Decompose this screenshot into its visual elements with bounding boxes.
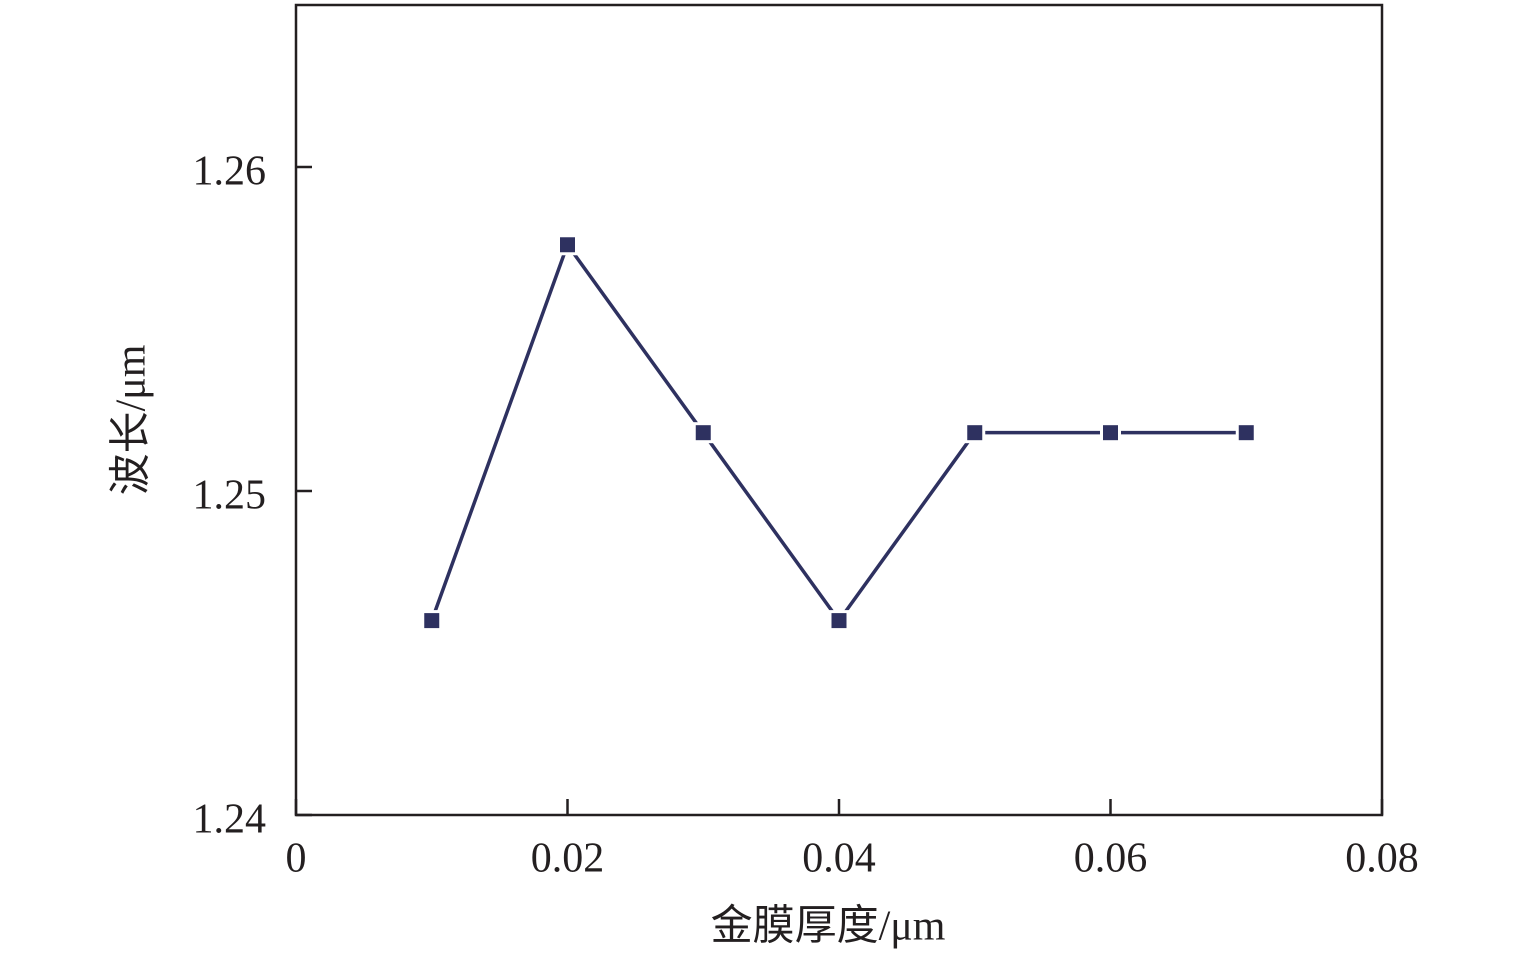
marker	[421, 610, 443, 632]
y-tick-label: 1.26	[193, 149, 267, 195]
x-tick-label: 0	[286, 836, 307, 882]
marker	[828, 610, 850, 632]
x-tick-label: 0.06	[1074, 836, 1148, 882]
plot-frame	[294, 3, 1384, 817]
marker	[1235, 422, 1257, 444]
y-tick-label: 1.25	[193, 473, 267, 519]
series-line	[430, 241, 1247, 624]
x-axis-label: 金膜厚度/μm	[711, 903, 946, 950]
marker	[557, 234, 578, 256]
marker	[692, 422, 714, 444]
marker	[1100, 422, 1121, 444]
x-tick-label: 0.08	[1345, 836, 1419, 882]
y-axis-label: 波长/μm	[109, 344, 155, 495]
y-tick-label: 1.24	[193, 797, 267, 843]
marker	[964, 422, 986, 444]
x-tick-label: 0.04	[802, 836, 876, 882]
x-tick-label: 0.02	[531, 836, 605, 882]
